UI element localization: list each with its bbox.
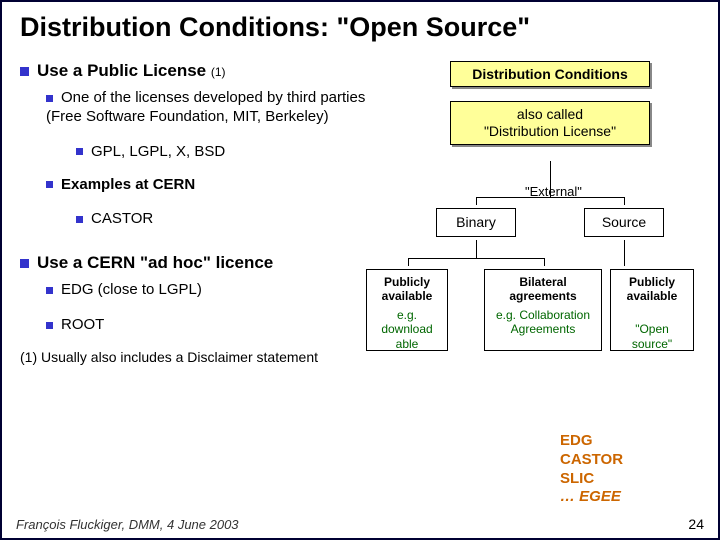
text: CASTOR bbox=[91, 210, 153, 227]
text: "Distribution License" bbox=[484, 123, 616, 139]
box-bilateral: Bilateral agreements e.g. Collaboration … bbox=[484, 269, 602, 351]
text-example: e.g. Collaboration Agreements bbox=[488, 308, 598, 337]
bullet-third-parties: One of the licenses developed by third p… bbox=[46, 89, 390, 127]
bullet-icon bbox=[20, 259, 29, 268]
bullet-icon bbox=[76, 216, 83, 223]
connector bbox=[550, 161, 551, 197]
bullet-icon bbox=[76, 148, 83, 155]
text: … EGEE bbox=[560, 488, 621, 505]
page-number: 24 bbox=[688, 516, 704, 532]
highlight-list: EDG CASTOR SLIC … EGEE bbox=[560, 432, 623, 507]
connector bbox=[476, 197, 477, 205]
box-open-source: Publicly available "Open source" bbox=[610, 269, 694, 351]
text: One of the licenses developed by third p… bbox=[46, 89, 365, 125]
bullet-icon bbox=[46, 181, 53, 188]
box-publicly-available: Publicly available e.g. download able bbox=[366, 269, 448, 351]
content-row: Use a Public License (1) One of the lice… bbox=[20, 61, 700, 365]
text: SLIC bbox=[560, 470, 594, 487]
box-source: Source bbox=[584, 208, 664, 237]
bullet-examples: Examples at CERN bbox=[46, 176, 390, 195]
slide-title: Distribution Conditions: "Open Source" bbox=[20, 12, 700, 43]
text: Publicly available bbox=[382, 275, 433, 303]
text-example: "Open source" bbox=[614, 322, 690, 351]
text: Use a CERN "ad hoc" licence bbox=[37, 253, 273, 272]
bullet-gpl: GPL, LGPL, X, BSD bbox=[76, 143, 390, 160]
bullet-cern-adhoc: Use a CERN "ad hoc" licence bbox=[20, 253, 390, 273]
bullet-icon bbox=[46, 95, 53, 102]
bullet-icon bbox=[46, 287, 53, 294]
sup: (1) bbox=[211, 65, 226, 79]
text: Bilateral agreements bbox=[509, 275, 576, 303]
footer-author: François Fluckiger, DMM, 4 June 2003 bbox=[16, 517, 239, 532]
connector bbox=[408, 258, 544, 259]
bullet-castor: CASTOR bbox=[76, 210, 390, 227]
text: Use a Public License bbox=[37, 61, 206, 80]
bullet-icon bbox=[20, 67, 29, 76]
bullet-root: ROOT bbox=[46, 316, 390, 335]
connector bbox=[624, 240, 625, 266]
connector bbox=[544, 258, 545, 266]
text: GPL, LGPL, X, BSD bbox=[91, 143, 225, 160]
text: EDG (close to LGPL) bbox=[61, 281, 202, 298]
text-example: e.g. download able bbox=[370, 308, 444, 351]
connector bbox=[408, 258, 409, 266]
text: also called bbox=[517, 106, 583, 122]
connector bbox=[624, 197, 625, 205]
bullet-icon bbox=[46, 322, 53, 329]
diagram: Distribution Conditions also called "Dis… bbox=[390, 61, 690, 365]
box-binary: Binary bbox=[436, 208, 516, 237]
box-dist-license: also called "Distribution License" bbox=[450, 101, 650, 145]
text: ROOT bbox=[61, 316, 104, 333]
box-dist-conditions: Distribution Conditions bbox=[450, 61, 650, 87]
left-column: Use a Public License (1) One of the lice… bbox=[20, 61, 390, 365]
text: Publicly available bbox=[627, 275, 678, 303]
text: CASTOR bbox=[560, 451, 623, 468]
footnote: (1) Usually also includes a Disclaimer s… bbox=[20, 349, 390, 365]
connector bbox=[476, 197, 624, 198]
connector bbox=[476, 240, 477, 258]
text: EDG bbox=[560, 432, 593, 449]
bullet-edg: EDG (close to LGPL) bbox=[46, 281, 390, 300]
bullet-public-license: Use a Public License (1) bbox=[20, 61, 390, 81]
text: Examples at CERN bbox=[61, 176, 195, 193]
